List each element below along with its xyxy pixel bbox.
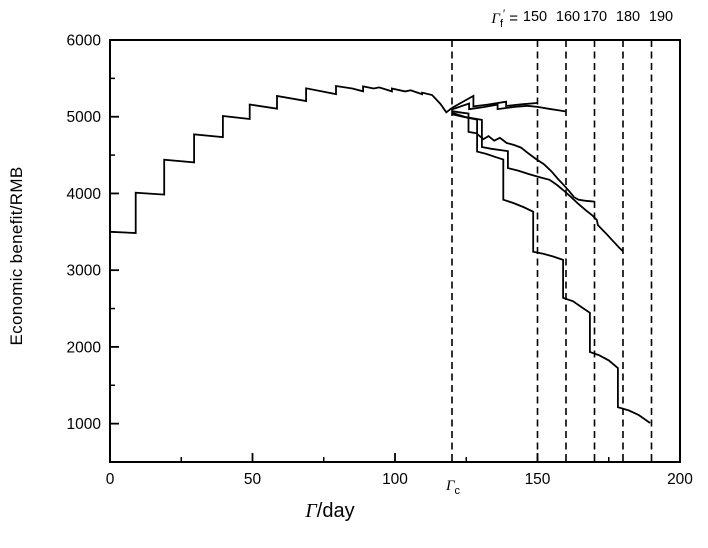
legend-value-170: 170 [582,9,608,25]
legend-value-180: 180 [615,9,641,25]
y-tick-label: 6000 [67,33,102,50]
series-line-gamma-f-150 [451,94,538,109]
y-tick-label: 5000 [67,109,102,126]
x-tick-label: 200 [667,471,693,488]
series-line-gamma-f-160 [451,102,567,113]
series-line-gamma-f-190 [451,113,651,424]
gamma-c-symbol: Γ [445,478,455,494]
series-line-gamma-f-170 [451,110,595,203]
y-tick-label: 1000 [67,416,102,433]
legend-equals: = [505,10,518,27]
x-tick-label: 50 [244,471,262,488]
legend-gamma: Γ [491,11,500,27]
x-tick-label: 150 [525,471,551,488]
x-tick-label: 0 [106,471,115,488]
legend-value-190: 190 [648,9,674,25]
legend-value-160: 160 [555,9,581,25]
series-line-common-0-120 [109,84,453,234]
y-tick-label: 4000 [67,186,102,203]
legend-gamma-sub: f [499,18,503,30]
x-axis-title: Γ/day [250,500,410,523]
legend-gamma-prime: ′ [503,8,506,20]
x-axis-title-rest: /day [316,500,355,522]
series-line-gamma-f-180 [451,111,624,252]
x-tick-label: 100 [382,471,408,488]
y-tick-label: 2000 [67,339,102,356]
y-axis-title: Economic benefit/RMB [7,166,26,346]
gamma-c-label: Γc [446,477,460,497]
x-axis-title-gamma: Γ [305,500,317,522]
legend-prefix: Γf′ = [420,8,518,30]
y-tick-label: 3000 [67,263,102,280]
gamma-c-sub: c [454,485,461,497]
legend-value-150: 150 [522,9,548,25]
